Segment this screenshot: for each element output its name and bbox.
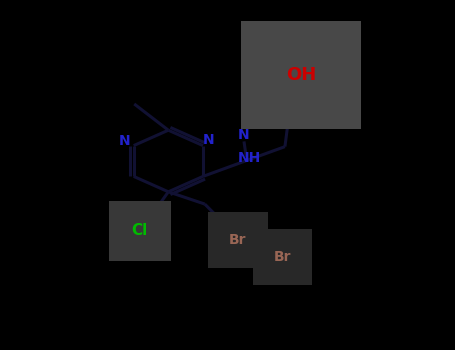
Text: Br: Br — [229, 233, 247, 247]
Text: Br: Br — [273, 250, 291, 264]
Text: N: N — [119, 134, 131, 148]
Text: N: N — [202, 133, 214, 147]
Text: OH: OH — [286, 66, 316, 84]
Text: N: N — [238, 128, 250, 142]
Text: NH: NH — [238, 151, 261, 165]
Text: Cl: Cl — [131, 224, 148, 238]
